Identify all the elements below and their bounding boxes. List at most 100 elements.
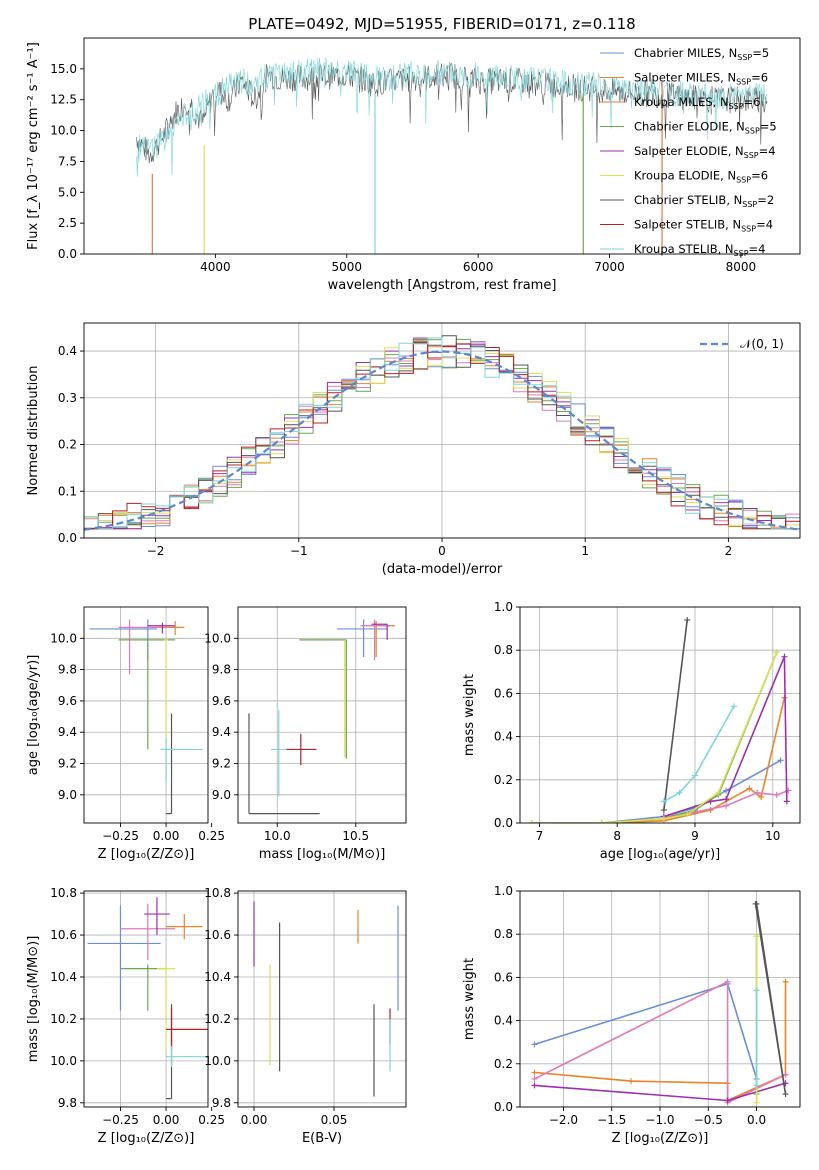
- axes-frame: [83, 37, 801, 255]
- x-tick-label: −2: [147, 544, 165, 558]
- data-point: [753, 987, 760, 994]
- weight-line: [531, 652, 778, 823]
- y-tick-label: 10.8: [204, 886, 231, 900]
- x-tick-label: 2: [725, 544, 733, 558]
- x-tick-label: 10.5: [342, 829, 369, 843]
- y-tick-label: 7.5: [58, 154, 77, 168]
- x-tick-label: 10: [765, 829, 780, 843]
- legend-label: Chabrier ELODIE, NSSP=5: [634, 120, 777, 136]
- x-tick-label: 6000: [463, 260, 494, 274]
- legend-label: Salpeter ELODIE, NSSP=4: [634, 144, 776, 160]
- x-tick-label: −0.25: [102, 1113, 139, 1127]
- plot-area: [520, 891, 800, 1107]
- y-tick-label: 15.0: [50, 62, 77, 76]
- x-tick-label: 7000: [594, 260, 625, 274]
- y-tick-label: 0.3: [58, 391, 77, 405]
- legend-label: Kroupa MILES, NSSP=6: [634, 95, 760, 111]
- y-tick-label: 10.8: [50, 886, 77, 900]
- y-tick-label: 0.0: [494, 1100, 513, 1114]
- data-point: [692, 772, 698, 779]
- data-point: [753, 1099, 760, 1106]
- data-point: [782, 1091, 789, 1098]
- y-tick-label: 0.0: [58, 531, 77, 545]
- y-tick-label: 2.5: [58, 216, 77, 230]
- y-tick-label: 9.6: [58, 694, 77, 708]
- y-tick-label: 9.4: [212, 725, 231, 739]
- y-tick-label: 12.5: [50, 93, 77, 107]
- x-tick-label: 8: [613, 829, 621, 843]
- data-point: [684, 811, 691, 818]
- x-tick-label: −1.0: [645, 1113, 674, 1127]
- x-tick-label: 0.25: [198, 1113, 225, 1127]
- y-axis-label: mass [log₁₀(M/M⊙)]: [26, 936, 41, 1063]
- chart-mass-vs-Z: −0.25 0.00 0.25 9.8 10.0 10.2 10.4 10.6 10.8 Z [l…: [26, 886, 225, 1146]
- axes-frame: [83, 606, 209, 824]
- y-tick-label: 9.0: [58, 788, 77, 802]
- axes-frame: [519, 606, 801, 824]
- y-tick-label: 10.0: [50, 631, 77, 645]
- data-point: [707, 798, 714, 805]
- y-tick-label: 9.8: [212, 663, 231, 677]
- data-point: [528, 820, 535, 823]
- legend-label: Chabrier MILES, NSSP=5: [634, 46, 769, 62]
- plots-layer: 4000 5000 6000 7000 80000.02.55.07.510.012.5…: [26, 37, 801, 1146]
- data-point: [746, 785, 753, 792]
- y-tick-label: 10.4: [50, 970, 77, 984]
- legend-label: Kroupa ELODIE, NSSP=6: [634, 169, 768, 185]
- data-point: [531, 1082, 538, 1089]
- data-point: [773, 649, 780, 656]
- y-axis-label: mass weight: [462, 958, 477, 1040]
- y-tick-label: 0.0: [58, 247, 77, 261]
- chart-residuals: −2 −1 0 1 2 0.0 0.1 0.2 0.3 0.4 (data-model)/error…: [26, 322, 801, 577]
- data-point: [730, 703, 737, 710]
- plot-area: [136, 57, 768, 254]
- plot-area: [238, 891, 406, 1107]
- x-axis-label: Z [log₁₀(Z/Z⊙)]: [612, 1131, 709, 1146]
- y-axis-label: Flux [f_λ 10⁻¹⁷ erg cm⁻² s⁻¹ A⁻¹]: [26, 42, 41, 250]
- y-axis-label: mass weight: [462, 674, 477, 756]
- y-tick-label: 9.2: [212, 757, 231, 771]
- x-axis-label: wavelength [Angstrom, rest frame]: [328, 278, 557, 293]
- data-point: [531, 1069, 538, 1076]
- y-tick-label: 10.0: [204, 631, 231, 645]
- histogram-step: [84, 337, 800, 530]
- plot-area: [84, 891, 208, 1107]
- x-tick-label: 5000: [331, 260, 362, 274]
- y-tick-label: 0.2: [58, 438, 77, 452]
- y-tick-label: 10.6: [50, 928, 77, 942]
- x-axis-label: age [log₁₀(age/yr)]: [600, 847, 721, 862]
- data-point: [531, 1075, 538, 1082]
- data-point: [754, 789, 761, 796]
- chart-mass-vs-EBV: 0.00 0.05 9.8 10.0 10.2 10.4 10.6 10.8 E(B-V): [204, 886, 407, 1146]
- x-tick-label: −2.0: [549, 1113, 578, 1127]
- x-tick-label: 0.0: [747, 1113, 766, 1127]
- plot-area: [238, 607, 406, 823]
- weight-line: [663, 619, 688, 811]
- y-tick-label: 0.4: [58, 344, 77, 358]
- chart-age-vs-Z: −0.25 0.00 0.25 9.0 9.2 9.4 9.6 9.8 10.0 Z [log₁₀…: [26, 606, 225, 862]
- x-tick-label: −1: [290, 544, 308, 558]
- legend-label: Salpeter MILES, NSSP=6: [634, 71, 768, 87]
- data-point: [783, 798, 790, 805]
- x-tick-label: 0: [438, 544, 446, 558]
- data-point: [715, 789, 722, 796]
- y-tick-label: 0.6: [494, 686, 513, 700]
- axes-frame: [237, 606, 407, 824]
- x-tick-label: 0.00: [241, 1113, 268, 1127]
- data-point: [598, 820, 605, 823]
- y-tick-label: 0.8: [494, 927, 513, 941]
- x-tick-label: 10.0: [264, 829, 291, 843]
- data-point: [753, 1082, 760, 1089]
- y-tick-label: 9.4: [58, 725, 77, 739]
- y-tick-label: 9.2: [58, 757, 77, 771]
- x-tick-label: 7: [536, 829, 544, 843]
- y-tick-label: 0.6: [494, 970, 513, 984]
- x-tick-label: −0.5: [694, 1113, 723, 1127]
- y-tick-label: 1.0: [494, 600, 513, 614]
- data-point: [723, 802, 730, 809]
- axes-frame: [83, 890, 209, 1108]
- axes-frame: [237, 890, 407, 1108]
- y-tick-label: 0.4: [494, 730, 513, 744]
- x-tick-label: 0.25: [198, 829, 225, 843]
- y-tick-label: 10.2: [204, 1012, 231, 1026]
